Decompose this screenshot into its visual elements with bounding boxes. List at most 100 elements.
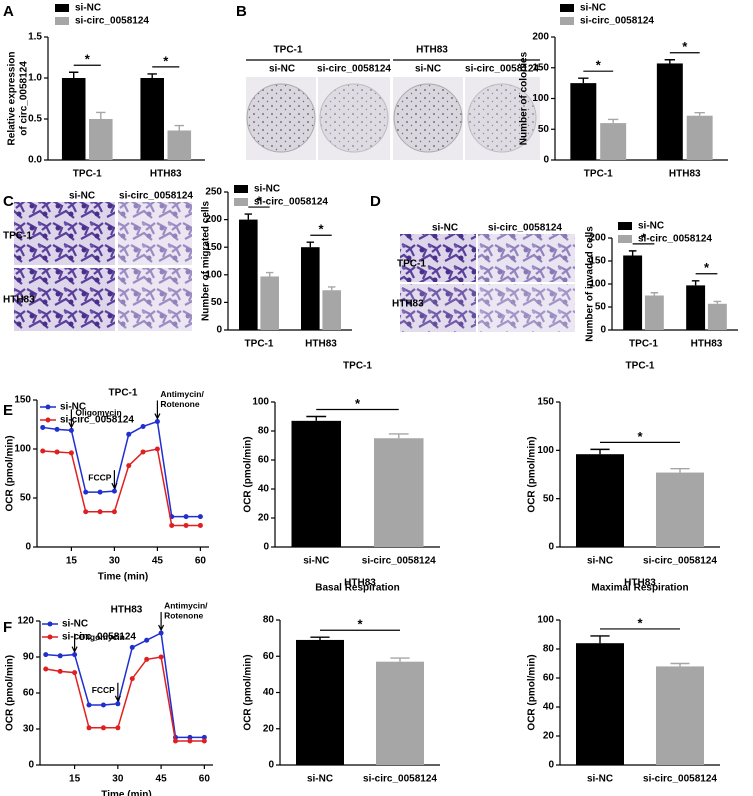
point	[111, 509, 117, 515]
annotation-label: FCCP	[88, 472, 111, 482]
annotation-arrow	[114, 682, 121, 703]
legend-swatch	[55, 17, 69, 25]
legend-label: si-circ_0058124	[75, 16, 149, 27]
bar	[570, 83, 597, 160]
legend-marker	[47, 621, 53, 627]
x-tick-label: 60	[199, 774, 211, 785]
bar	[686, 285, 706, 330]
x-tick-label: si-circ_0058124	[362, 556, 436, 567]
migration-images	[14, 202, 192, 331]
annotation-label: Antimycin/	[164, 600, 208, 610]
legend-label: si-circ_0058124	[60, 415, 134, 426]
legend-label: si-NC	[254, 184, 280, 195]
point	[126, 463, 132, 469]
point	[187, 734, 193, 740]
legend-label: si-circ_0058124	[254, 197, 328, 208]
x-axis-label: Time (min)	[101, 790, 151, 796]
x-tick-label: TPC-1	[73, 169, 102, 180]
x-tick-label: si-NC	[587, 556, 613, 567]
error-bar	[664, 59, 676, 64]
legend-marker	[45, 417, 51, 423]
y-tick-label: 1.0	[28, 73, 42, 84]
y-tick-label: 200	[589, 233, 606, 244]
y-tick-label: 1.5	[28, 32, 42, 43]
point	[68, 427, 74, 433]
error-bar	[327, 286, 336, 291]
series-line	[42, 420, 201, 518]
legend-swatch	[55, 4, 69, 12]
y-axis-label: Number of colonies	[519, 51, 530, 145]
annotation-label: FCCP	[92, 685, 115, 695]
error-bar	[244, 213, 253, 220]
legend-label: si-circ_0058124	[580, 16, 654, 27]
point	[183, 522, 189, 528]
point	[140, 423, 146, 429]
error-bar	[628, 250, 637, 256]
x-tick-label: 60	[195, 556, 207, 567]
y-axis-label: OCR (pmol/min)	[243, 654, 254, 730]
y-tick-label: 150	[532, 62, 549, 73]
chart-title: TPC-1	[626, 361, 655, 372]
error-bar	[306, 415, 327, 421]
row-label: HTH83	[3, 295, 35, 306]
bar	[301, 247, 320, 330]
point	[68, 450, 74, 456]
y-tick-label: 100	[537, 445, 554, 456]
bar	[374, 438, 424, 547]
x-tick-label: HTH83	[305, 339, 337, 350]
y-tick-label: 50	[538, 124, 550, 135]
point	[54, 426, 60, 432]
y-tick-label: 40	[263, 687, 275, 698]
legend-label: si-NC	[580, 3, 606, 14]
y-axis-label: Number of migrated cells	[201, 201, 212, 321]
annotation-label: Antimycin/	[160, 389, 204, 399]
bar	[296, 639, 344, 765]
significance-label: *	[682, 39, 688, 54]
point	[183, 514, 189, 520]
y-tick-label: 100	[537, 615, 554, 626]
point	[100, 702, 106, 708]
annotation-arrow	[158, 612, 165, 632]
y-tick-label: 100	[205, 269, 222, 280]
y-tick-label: 80	[263, 615, 275, 626]
y-tick-label: 80	[258, 426, 270, 437]
bar	[576, 643, 624, 765]
y-tick-label: 0.5	[28, 114, 42, 125]
point	[86, 725, 92, 731]
y-axis-label: OCR (pmol/min)	[243, 436, 254, 512]
series-line	[45, 656, 205, 742]
y-tick-label: 50	[211, 297, 223, 308]
plate-images	[246, 77, 540, 160]
legend-swatch	[560, 4, 574, 12]
error-bar	[147, 73, 157, 78]
y-tick-label: 0	[600, 325, 606, 336]
error-bar	[590, 448, 610, 455]
y-axis-label: OCR (pmol/min)	[527, 436, 538, 512]
y-axis-label: OCR (pmol/min)	[5, 655, 16, 731]
legend-label: si-NC	[638, 221, 664, 232]
x-tick-label: si-circ_0058124	[643, 556, 717, 567]
x-tick-label: HTH83	[691, 339, 723, 350]
legend-label: si-NC	[60, 402, 86, 413]
annotation-arrow	[71, 633, 78, 653]
bar	[623, 255, 643, 330]
significance-label: *	[641, 230, 647, 245]
legend-swatch	[618, 235, 632, 243]
error-bar	[310, 636, 330, 640]
annotation-label: Oligomycin	[79, 632, 125, 642]
point	[115, 725, 121, 731]
point	[54, 449, 60, 455]
point	[158, 630, 164, 636]
y-tick-label: 0	[543, 155, 549, 166]
y-tick-label: 0	[268, 760, 274, 771]
y-tick-label: 40	[258, 484, 270, 495]
bar	[291, 420, 341, 547]
column-label: si-circ_0058124	[119, 191, 193, 202]
y-tick-label: 100	[252, 397, 269, 408]
error-bar	[578, 77, 589, 84]
point	[158, 654, 164, 660]
x-tick-label: si-circ_0058124	[363, 774, 437, 785]
bar	[644, 295, 664, 330]
error-bar	[390, 657, 410, 662]
